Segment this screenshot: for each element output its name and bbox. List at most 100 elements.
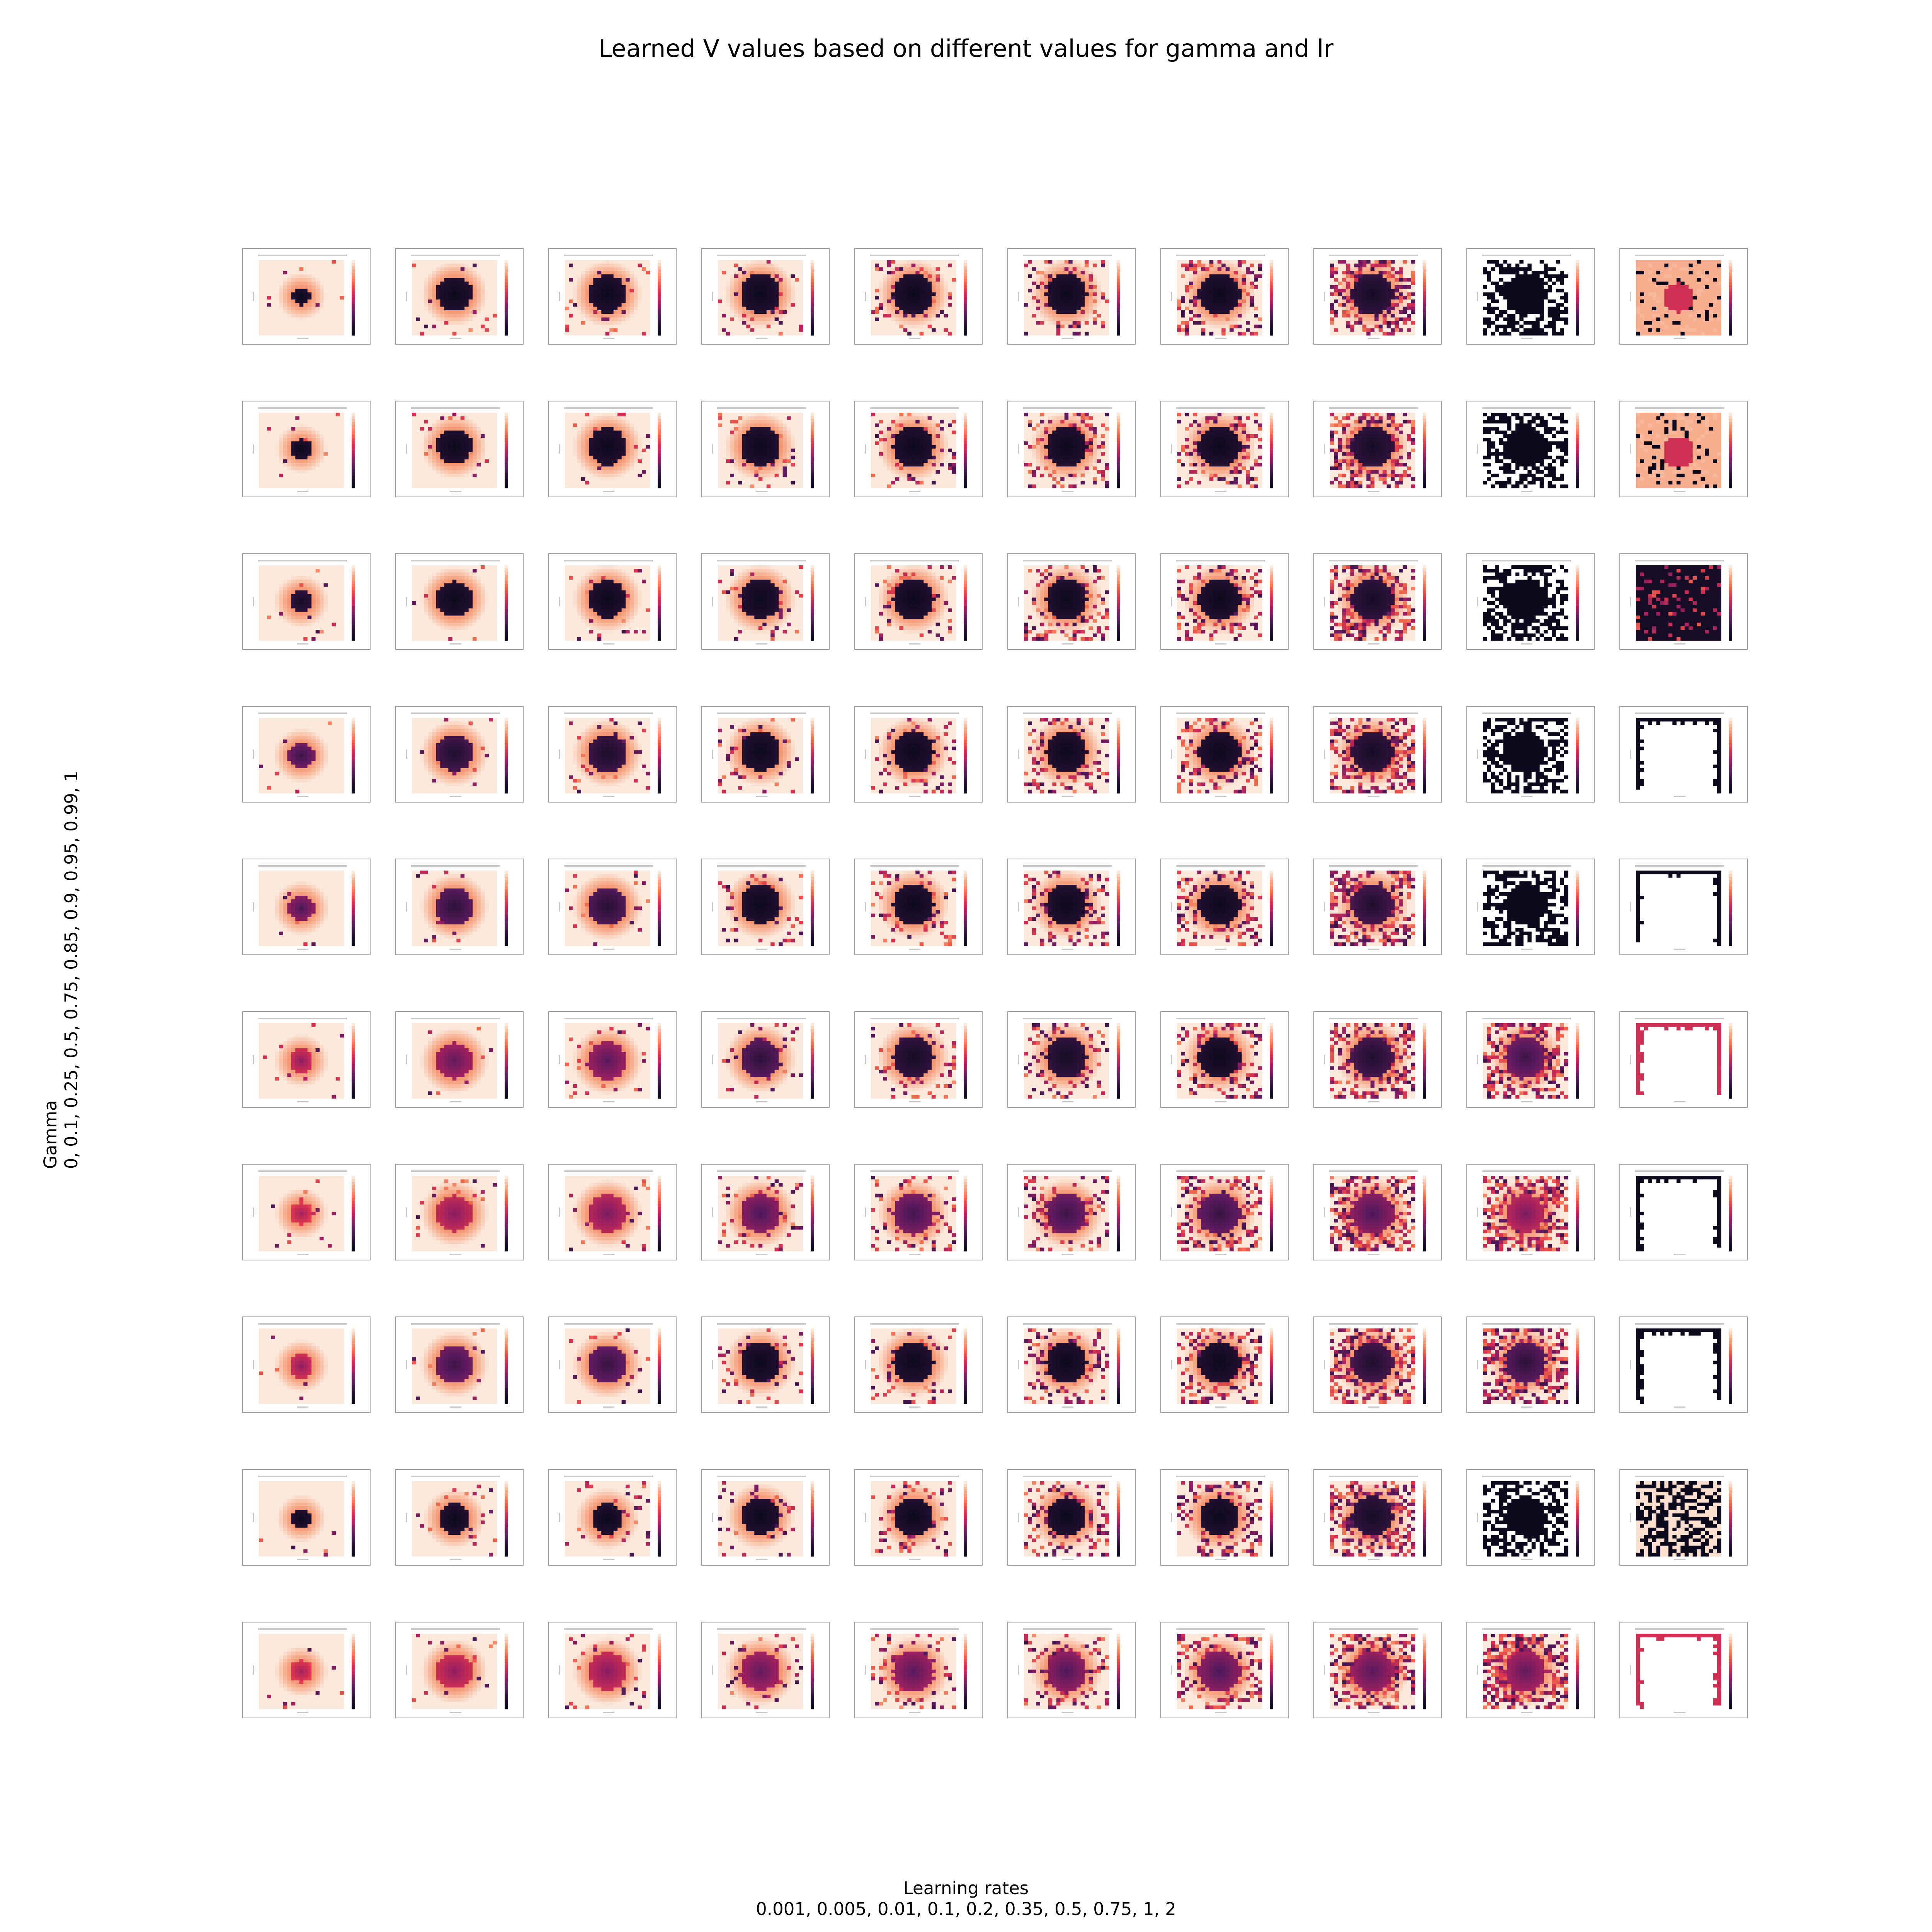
heat-cell <box>1193 282 1197 286</box>
heat-cell <box>469 285 473 289</box>
heat-cell <box>1411 296 1415 300</box>
colorbar-segment <box>964 320 967 323</box>
heat-cell <box>626 307 630 311</box>
heat-cell <box>948 303 952 307</box>
colorbar-segment <box>1270 294 1273 298</box>
heat-cell <box>581 282 585 286</box>
heat-cell <box>489 318 493 321</box>
colorbar-segment <box>658 291 661 295</box>
heat-cell <box>569 260 573 264</box>
heat-cell <box>738 325 742 328</box>
heat-cell <box>477 299 481 303</box>
heat-cell <box>875 328 879 332</box>
heat-cell <box>1081 271 1085 275</box>
heat-cell <box>895 325 900 328</box>
heat-cell <box>332 293 336 296</box>
heat-cell <box>581 303 585 307</box>
heat-cell <box>263 274 267 278</box>
heat-cell <box>915 260 920 264</box>
heat-cell <box>726 314 730 318</box>
heat-cell <box>597 325 602 328</box>
heat-cell <box>324 299 328 303</box>
heat-cell <box>1338 296 1342 300</box>
heat-cell <box>718 285 722 289</box>
heat-cell <box>1362 325 1367 328</box>
heat-cell <box>1246 293 1250 296</box>
heat-cell <box>1403 271 1407 275</box>
heat-cell <box>1403 267 1407 271</box>
heat-cell <box>1387 325 1391 328</box>
heat-cell <box>1185 289 1189 293</box>
heat-cell <box>1379 278 1383 282</box>
heat-cell <box>448 321 452 325</box>
heat-cell <box>287 332 291 336</box>
heat-cell <box>775 264 779 267</box>
heat-cell <box>622 296 626 300</box>
heat-cell <box>565 307 569 311</box>
heat-cell <box>726 274 730 278</box>
heat-cell <box>779 274 783 278</box>
heat-cell <box>899 325 903 328</box>
heat-cell <box>585 260 589 264</box>
heat-cell <box>903 271 908 275</box>
heat-cell <box>1246 296 1250 300</box>
heat-cell <box>1177 325 1181 328</box>
heat-cell <box>283 328 287 332</box>
heat-cell <box>887 260 891 264</box>
heat-cell <box>1052 307 1056 311</box>
heat-cell <box>573 267 577 271</box>
heat-cell <box>915 332 920 336</box>
heat-cell <box>569 307 573 311</box>
heat-cell <box>759 318 763 321</box>
heat-cell <box>722 293 726 296</box>
heat-cell <box>1358 274 1362 278</box>
colorbar-segment <box>964 266 967 270</box>
heat-cell <box>746 285 750 289</box>
heat-cell <box>1073 271 1077 275</box>
heat-cell <box>469 296 473 300</box>
heat-cell <box>948 264 952 267</box>
heat-cell <box>883 310 887 314</box>
heat-cell <box>279 303 283 307</box>
heat-cell <box>1093 282 1097 286</box>
heat-cell <box>1411 325 1415 328</box>
heat-cell <box>1065 318 1069 321</box>
heat-cell <box>489 264 493 267</box>
heat-cell <box>601 271 605 275</box>
heat-cell <box>1346 278 1350 282</box>
heat-cell <box>952 264 956 267</box>
heat-cell <box>440 314 444 318</box>
heat-cell <box>887 278 891 282</box>
heat-cell <box>267 332 271 336</box>
heat-cell <box>1093 278 1097 282</box>
heat-cell <box>473 260 477 264</box>
heat-cell <box>1366 332 1371 336</box>
heat-cell <box>1048 260 1053 264</box>
heat-cell <box>452 325 457 328</box>
heat-cell <box>928 321 932 325</box>
heat-cell <box>1081 285 1085 289</box>
heat-cell <box>718 282 722 286</box>
heat-cell <box>1399 332 1403 336</box>
heat-cell <box>424 278 428 282</box>
heat-cell <box>1097 271 1101 275</box>
heat-cell <box>589 299 594 303</box>
heat-cell <box>799 321 803 325</box>
heat-cell <box>1221 271 1226 275</box>
heat-cell <box>1330 328 1334 332</box>
heat-cell <box>770 274 775 278</box>
heat-cell <box>1032 299 1036 303</box>
heat-cell <box>1209 310 1214 314</box>
heat-cell <box>767 296 771 300</box>
heat-cell <box>1093 299 1097 303</box>
heat-cell <box>279 260 283 264</box>
heat-cell <box>336 310 340 314</box>
heat-cell <box>895 310 900 314</box>
heat-cell <box>952 274 956 278</box>
heat-cell <box>1181 318 1185 321</box>
heat-cell <box>1358 278 1362 282</box>
heat-cell <box>907 310 912 314</box>
heat-cell <box>1362 296 1367 300</box>
heat-cell <box>754 321 759 325</box>
heat-cell <box>283 267 287 271</box>
